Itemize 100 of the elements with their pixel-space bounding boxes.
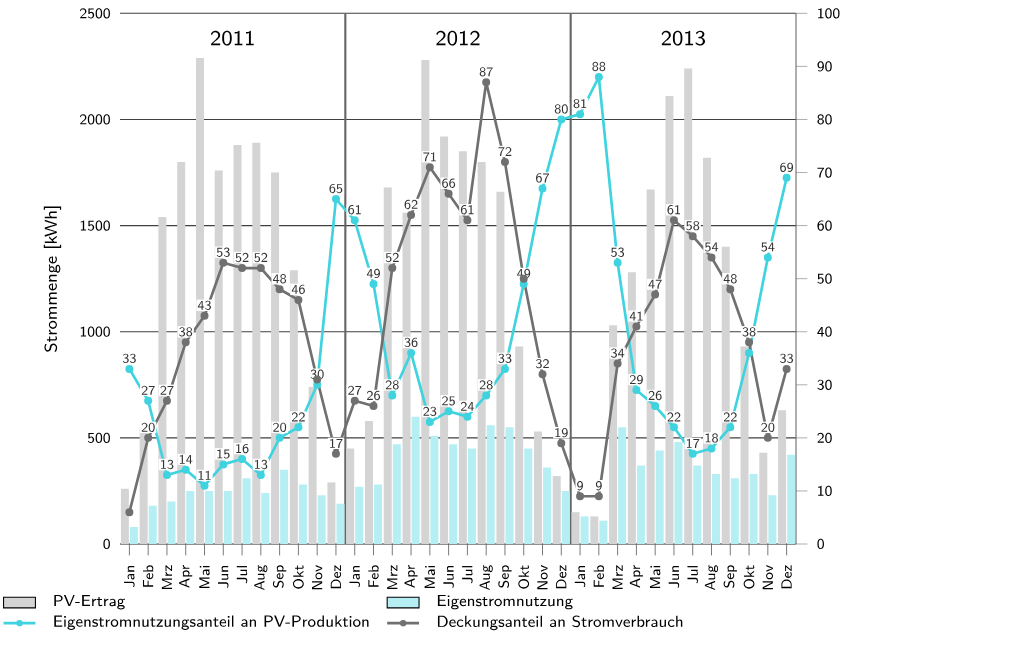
bar: [242, 478, 251, 544]
point: [707, 253, 716, 262]
legend-label: Eigenstromnutzung: [437, 594, 573, 610]
bar: [336, 503, 345, 544]
bar: [787, 454, 796, 544]
point: [688, 449, 697, 458]
bar: [364, 420, 373, 544]
point: [632, 322, 641, 331]
point: [388, 391, 397, 400]
point: [726, 423, 735, 432]
point: [162, 471, 171, 480]
bar: [636, 465, 645, 544]
point: [632, 386, 641, 395]
bar: [693, 465, 702, 544]
point: [482, 78, 491, 87]
bar: [392, 444, 401, 544]
point: [651, 290, 660, 299]
annotation: 2011: [210, 30, 254, 46]
point: [538, 184, 547, 193]
point: [238, 455, 247, 464]
bar: [515, 346, 524, 544]
point: [463, 412, 472, 421]
bar: [308, 386, 317, 544]
point: [144, 433, 153, 442]
point: [782, 364, 791, 373]
point: [594, 73, 603, 82]
point: [576, 110, 585, 119]
point: [350, 396, 359, 405]
bar: [571, 512, 580, 544]
y-axis-title: Strommenge [kWh]: [43, 206, 62, 352]
point: [331, 195, 340, 204]
point: [557, 115, 566, 124]
legend-label: PV-Ertrag: [54, 594, 125, 610]
point: [425, 417, 434, 426]
bar: [730, 478, 739, 544]
point: [256, 471, 265, 480]
point: [745, 338, 754, 347]
bar: [740, 346, 749, 544]
point: [669, 423, 678, 432]
point: [125, 364, 134, 373]
point: [500, 157, 509, 166]
bar: [186, 490, 195, 544]
bar: [449, 444, 458, 544]
point: [331, 449, 340, 458]
bar: [486, 425, 495, 544]
point: [388, 264, 397, 273]
bar: [759, 452, 768, 544]
bar: [411, 416, 420, 544]
point: [651, 402, 660, 411]
bar: [327, 482, 336, 544]
bar: [552, 476, 561, 544]
point: [538, 370, 547, 379]
bar: [148, 505, 157, 544]
point: [238, 264, 247, 273]
point: [294, 423, 303, 432]
point: [200, 311, 209, 320]
bar: [768, 495, 777, 544]
point: [707, 444, 716, 453]
point: [613, 359, 622, 368]
bar: [655, 450, 664, 544]
point: [144, 396, 153, 405]
point: [369, 402, 378, 411]
point: [726, 285, 735, 294]
bar: [749, 473, 758, 544]
point: [763, 433, 772, 442]
point: [125, 508, 134, 517]
point: [181, 465, 190, 474]
point: [369, 279, 378, 288]
bar: [674, 442, 683, 544]
point: [181, 338, 190, 347]
point: [594, 492, 603, 501]
bar: [280, 469, 289, 544]
bar: [430, 435, 439, 544]
legend-label: Deckungsanteil an Stromverbrauch: [437, 615, 683, 631]
point: [576, 492, 585, 501]
point: [256, 264, 265, 273]
bar: [298, 484, 307, 544]
bar: [120, 488, 129, 544]
point: [407, 348, 416, 357]
bar: [467, 448, 476, 544]
point: [444, 407, 453, 416]
point: [275, 433, 284, 442]
annotation: 2012: [436, 30, 480, 46]
point: [688, 232, 697, 241]
bar: [618, 427, 627, 544]
point: [745, 348, 754, 357]
point: [782, 173, 791, 182]
legend-label: Eigenstromnutzungsanteil an PV-Produktion: [54, 615, 369, 630]
point: [500, 364, 509, 373]
bar: [355, 486, 364, 544]
point: [219, 460, 228, 469]
annotation: 2013: [661, 30, 706, 46]
point: [763, 253, 772, 262]
point: [444, 189, 453, 198]
bar: [533, 431, 542, 544]
point: [669, 216, 678, 225]
bar: [543, 467, 552, 544]
bar: [223, 490, 232, 544]
bar: [374, 484, 383, 544]
point: [162, 396, 171, 405]
